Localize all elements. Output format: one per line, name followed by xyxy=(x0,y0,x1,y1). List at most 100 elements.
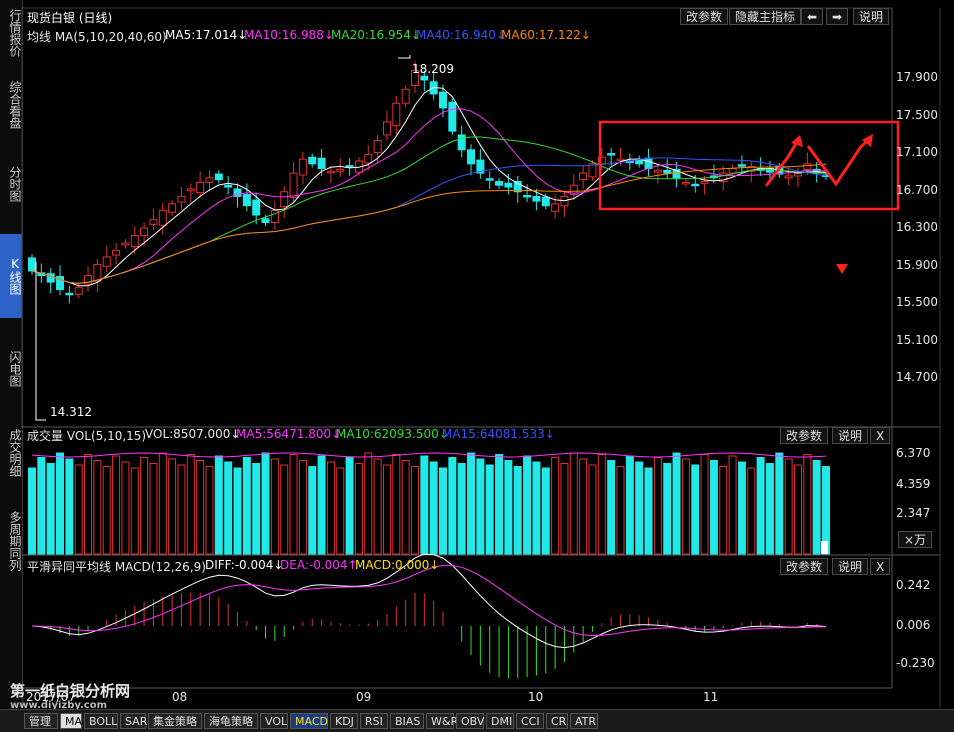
watermark-title: 第一纸白银分析网 xyxy=(10,682,131,700)
macd-params-button[interactable]: 改参数 xyxy=(780,558,829,575)
vol-help-button[interactable]: 说明 xyxy=(832,427,869,444)
volume-bar xyxy=(93,460,102,555)
sidebar-tab-2[interactable]: 分时图 xyxy=(0,146,22,222)
candle xyxy=(336,158,345,177)
indicator-tab-obv[interactable]: OBV xyxy=(456,713,484,729)
y-tick-6: 15.900 xyxy=(896,258,938,272)
volume-bar xyxy=(495,454,504,555)
macd-dea: DEA:-0.004↑ xyxy=(280,558,358,572)
volume-bar xyxy=(65,458,74,555)
macd-close-button[interactable]: X xyxy=(870,558,891,575)
sidebar-tab-5[interactable]: 成交明细 xyxy=(0,418,22,488)
indicator-tab-[interactable]: 管理 xyxy=(24,713,58,729)
indicator-tab-kdj[interactable]: KDJ xyxy=(330,713,358,729)
red-arrow-up-1 xyxy=(764,139,800,187)
sidebar-tab-label: 闪电图 xyxy=(8,351,22,387)
indicator-tab-[interactable]: 集金策略 xyxy=(148,713,202,729)
indicator-tab-cr[interactable]: CR xyxy=(546,713,568,729)
candle xyxy=(560,190,569,217)
indicator-tab-macd[interactable]: MACD xyxy=(290,713,328,729)
indicator-tab-wr[interactable]: W&R xyxy=(426,713,458,729)
sidebar-tab-4[interactable]: 闪电图 xyxy=(0,332,22,406)
vol-params-button[interactable]: 改参数 xyxy=(780,427,829,444)
indicator-tab-[interactable]: 海龟策略 xyxy=(204,713,258,729)
volume-bar xyxy=(233,467,242,555)
volume-bar xyxy=(392,454,401,555)
indicator-tab-vol[interactable]: VOL xyxy=(260,713,288,729)
candle xyxy=(597,147,606,172)
scroll-right-button[interactable]: ➡ xyxy=(826,8,849,25)
candle xyxy=(149,208,158,230)
volume-bar xyxy=(448,457,457,555)
macd-help-button[interactable]: 说明 xyxy=(832,558,869,575)
volume-bar xyxy=(541,467,550,555)
indicator-tab-boll[interactable]: BOLL xyxy=(84,713,118,729)
candle xyxy=(345,158,354,176)
vol-latest-bar xyxy=(821,541,828,554)
indicator-tab-sar[interactable]: SAR xyxy=(120,713,147,729)
indicator-tab-ma[interactable]: MA xyxy=(60,713,82,729)
candle xyxy=(681,178,690,188)
ma10-line xyxy=(31,108,827,284)
candle xyxy=(504,174,513,195)
x-tick-3: 09 xyxy=(356,690,372,704)
volume-bar xyxy=(214,455,223,555)
sidebar-tab-1[interactable]: 综合看盘 xyxy=(0,74,22,136)
x-tick-5: 11 xyxy=(703,690,719,704)
indicator-tab-dmi[interactable]: DMI xyxy=(486,713,514,729)
sidebar-tab-6[interactable]: 多周期同列 xyxy=(0,496,22,586)
candle xyxy=(121,239,130,249)
consolidation-box xyxy=(598,120,900,211)
volume-bar xyxy=(130,467,139,555)
candle xyxy=(784,166,793,186)
volume-bar xyxy=(709,460,718,555)
indicator-tab-bias[interactable]: BIAS xyxy=(390,713,424,729)
volume-bar xyxy=(822,466,830,555)
sidebar-tab-label: 综合看盘 xyxy=(8,81,22,129)
volume-bar xyxy=(261,452,270,555)
indicator-tab-cci[interactable]: CCI xyxy=(516,713,544,729)
volume-bar xyxy=(579,458,588,555)
scroll-left-button[interactable]: ⬅ xyxy=(801,8,824,25)
volume-bar xyxy=(467,452,476,555)
volume-bar xyxy=(588,464,597,555)
macd-value: MACD:0.000↓ xyxy=(355,558,440,572)
low-marker xyxy=(35,262,46,421)
vol-unit-button[interactable]: ×万 xyxy=(898,531,933,548)
candle xyxy=(410,61,419,93)
help-button[interactable]: 说明 xyxy=(853,8,890,25)
indicator-tab-rsi[interactable]: RSI xyxy=(360,713,388,729)
indicator-tab-atr[interactable]: ATR xyxy=(570,713,598,729)
sidebar-tab-3[interactable]: K线图 xyxy=(0,234,22,318)
candle xyxy=(196,171,205,199)
low-price-label: 14.312 xyxy=(50,405,92,419)
vol-tick-3: 2.347 xyxy=(896,506,931,520)
volume-bar xyxy=(205,466,214,555)
macd-tick-2: 0.006 xyxy=(896,618,931,632)
candle xyxy=(737,155,746,174)
volume-bar xyxy=(336,467,345,555)
vol-close-button[interactable]: X xyxy=(870,427,891,444)
sidebar-tab-0[interactable]: 行情报价 xyxy=(0,2,22,64)
sidebar-tab-label: 成交明细 xyxy=(8,429,22,477)
diff-line xyxy=(31,553,827,649)
macd-histogram-layer xyxy=(40,592,827,679)
volume-bar xyxy=(121,461,130,555)
candle xyxy=(233,183,242,208)
vol-ma5: MA5:56471.800↓ xyxy=(236,427,342,441)
red-arrow-path-2 xyxy=(806,136,872,187)
y-tick-1: 17.900 xyxy=(896,70,938,84)
volume-bar xyxy=(616,466,625,555)
candle xyxy=(102,245,111,272)
volume-bar xyxy=(644,467,653,555)
params-button[interactable]: 改参数 xyxy=(680,8,729,25)
candle xyxy=(588,160,597,181)
candle xyxy=(382,110,391,141)
hide-indicator-button[interactable]: 隐藏主指标 xyxy=(729,8,802,25)
volume-bar xyxy=(289,454,298,555)
candle xyxy=(373,134,382,164)
sidebar-tab-label: 分时图 xyxy=(8,166,22,202)
candle xyxy=(112,242,121,265)
candle xyxy=(513,175,522,203)
candle xyxy=(224,175,233,195)
